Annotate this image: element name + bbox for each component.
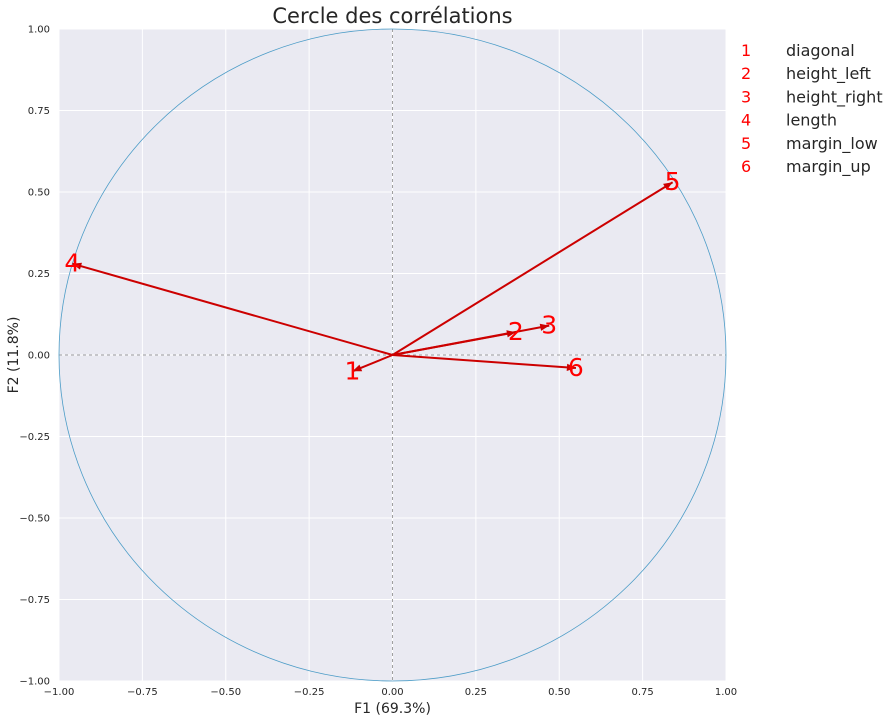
- vector-label: 3: [541, 311, 557, 340]
- legend-variable-name: margin_up: [786, 157, 871, 177]
- legend-number: 1: [741, 41, 751, 60]
- x-tick-label: −0.25: [294, 687, 325, 698]
- y-tick-label: 0.50: [28, 188, 50, 199]
- vector-label: 5: [665, 167, 681, 196]
- legend-entry-diagonal: 1 diagonal: [741, 41, 855, 60]
- legend-number: 5: [741, 134, 751, 153]
- vector-arrowhead: [566, 363, 576, 371]
- x-tick-label: 0.50: [548, 687, 570, 698]
- y-tick-label: 0.75: [28, 106, 50, 117]
- vector-label: 4: [64, 249, 80, 278]
- legend-entry-length: 4 length: [741, 111, 837, 130]
- legend-variable-name: length: [786, 111, 837, 130]
- vector-length: [72, 262, 393, 356]
- y-tick-label: 0.25: [28, 269, 50, 280]
- x-tick-label: −0.50: [210, 687, 241, 698]
- legend-entry-height_right: 3 height_right: [741, 87, 883, 107]
- vector-shaft: [392, 324, 550, 356]
- y-tick-label: −1.00: [19, 677, 50, 688]
- unit-circle: [58, 28, 727, 682]
- x-axis-label: F1 (69.3%): [354, 701, 431, 717]
- x-tick-label: 0.75: [631, 687, 653, 698]
- legend-number: 4: [741, 111, 751, 130]
- legend-variable-name: margin_low: [786, 134, 878, 154]
- y-tick-label: −0.50: [19, 514, 50, 525]
- vector-margin_up: [392, 354, 576, 371]
- legend-number: 2: [741, 64, 751, 83]
- y-tick-label: 1.00: [28, 25, 50, 36]
- x-tick-label: 1.00: [715, 687, 737, 698]
- legend-entry-margin_low: 5 margin_low: [741, 134, 878, 154]
- legend-variable-name: height_left: [786, 64, 871, 84]
- vector-label: 2: [508, 317, 524, 346]
- chart-title: Cercle des corrélations: [272, 4, 512, 28]
- vector-margin_low: [391, 181, 674, 356]
- y-tick-labels: −1.00 −0.75 −0.50 −0.25 0.00 0.25 0.50 0.75 1.00: [19, 25, 50, 688]
- x-tick-label: 0.25: [465, 687, 487, 698]
- correlation-vectors: [72, 181, 674, 373]
- legend-variable-name: height_right: [786, 87, 883, 107]
- legend-number: 3: [741, 87, 751, 106]
- y-tick-label: 0.00: [28, 351, 50, 362]
- vector-arrowhead: [352, 364, 363, 372]
- vector-diagonal: [352, 354, 393, 373]
- x-tick-label: −1.00: [44, 687, 75, 698]
- legend: 1 diagonal 2 height_left 3 height_right 4 lengt…: [741, 41, 883, 177]
- vector-arrowhead: [663, 182, 673, 191]
- vector-height_right: [392, 323, 550, 356]
- legend-variable-name: diagonal: [786, 41, 855, 60]
- y-tick-label: −0.75: [19, 595, 50, 606]
- legend-number: 6: [741, 157, 751, 176]
- x-tick-label: 0.00: [381, 687, 403, 698]
- vector-shaft: [392, 354, 576, 370]
- vector-arrowhead: [539, 323, 550, 331]
- vector-arrowhead: [72, 262, 82, 270]
- x-tick-labels: −1.00 −0.75 −0.50 −0.25 0.00 0.25 0.50 0.75 1.00: [44, 687, 737, 698]
- vector-shaft: [72, 262, 393, 356]
- x-tick-label: −0.75: [127, 687, 158, 698]
- vector-label: 6: [568, 353, 584, 382]
- legend-entry-height_left: 2 height_left: [741, 64, 871, 84]
- legend-entry-margin_up: 6 margin_up: [741, 157, 871, 177]
- vector-shaft: [391, 181, 674, 356]
- y-tick-label: −0.25: [19, 432, 50, 443]
- y-axis-label: F2 (11.8%): [6, 317, 22, 394]
- vector-label: 1: [344, 356, 360, 385]
